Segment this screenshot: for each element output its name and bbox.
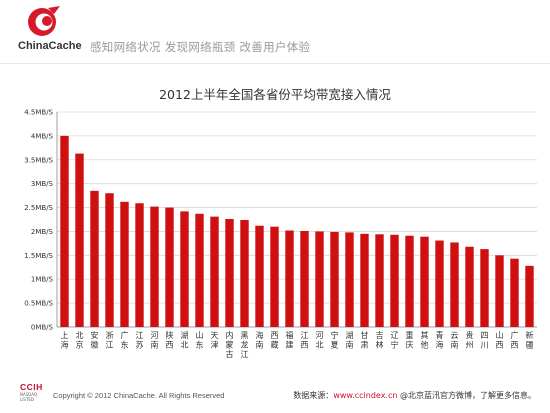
x-tick-label: 辽宁	[391, 331, 399, 350]
bar	[375, 234, 384, 327]
chart-title: 2012上半年全国各省份平均带宽接入情况	[159, 87, 391, 102]
bar	[465, 246, 474, 327]
x-tick-label: 湖南	[346, 331, 354, 350]
bar	[480, 249, 489, 327]
y-tick-label: 0.5MB/S	[24, 300, 53, 308]
x-tick-label: 重庆	[406, 330, 414, 350]
x-tick-label: 青海	[436, 330, 444, 350]
y-tick-label: 0MB/S	[31, 324, 54, 332]
bar	[300, 230, 309, 327]
bar-chart: 0MB/S 0.5MB/S 1MB/S 1.5MB/S 2MB/S 2.5MB/S 3MB/…	[24, 109, 537, 359]
bar	[270, 226, 279, 327]
bar	[435, 240, 444, 327]
listed-label: LISTED	[20, 397, 34, 402]
bar	[90, 190, 99, 327]
chinacache-logo-icon	[28, 6, 60, 36]
y-tick-label: 4.5MB/S	[24, 109, 53, 117]
y-tick-label: 2.5MB/S	[24, 204, 53, 212]
brand-name: ChinaCache	[18, 40, 82, 52]
data-source: 数据来源：www.ccindex.cn @北京蓝汛官方微博，了解更多信息。	[293, 390, 536, 401]
bar	[165, 207, 174, 327]
bar	[360, 233, 369, 327]
bar	[105, 193, 114, 327]
x-tick-label: 山东	[196, 330, 204, 350]
bar	[135, 203, 144, 327]
x-tick-label: 西藏	[271, 331, 279, 350]
bar	[240, 219, 249, 327]
source-suffix: @北京蓝汛官方微博，了解更多信息。	[397, 391, 536, 400]
x-tick-label: 福建	[286, 331, 294, 350]
bar	[390, 234, 399, 327]
bar	[255, 225, 264, 327]
x-tick-label: 湖北	[181, 331, 189, 350]
x-tick-label: 河北	[316, 330, 324, 350]
x-tick-label: 陕西	[166, 330, 174, 350]
ccih-logo: CCIH NASDAQ LISTED	[20, 383, 50, 409]
y-tick-label: 2MB/S	[31, 228, 54, 236]
bar	[510, 258, 519, 327]
header-divider	[0, 63, 550, 64]
source-prefix: 数据来源：	[293, 391, 334, 400]
source-url-link[interactable]: www.ccindex.cn	[333, 391, 398, 400]
x-tick-label: 其他	[421, 331, 429, 350]
bar	[420, 236, 429, 327]
bar	[150, 206, 159, 327]
x-tick-label: 海南	[256, 330, 264, 350]
bar	[180, 211, 189, 327]
nasdaq-label: NASDAQ	[20, 392, 38, 397]
x-tick-label: 山西	[496, 330, 504, 350]
y-tick-label: 1.5MB/S	[24, 252, 53, 260]
bar	[315, 231, 324, 327]
x-tick-label: 新疆	[526, 330, 534, 350]
x-tick-label: 江苏	[136, 331, 144, 350]
header: ChinaCache 感知网络状况 发现网络瓶颈 改善用户体验	[0, 0, 550, 62]
bar	[405, 235, 414, 327]
bar	[330, 231, 339, 327]
x-tick-label: 四川	[481, 331, 489, 350]
x-tick-label: 北京	[76, 331, 84, 350]
x-tick-label: 上海	[61, 331, 69, 350]
x-tick-label: 江西	[301, 331, 309, 350]
x-tick-label: 广西	[511, 330, 519, 350]
x-tick-label: 宁夏	[331, 330, 339, 350]
y-tick-label: 1MB/S	[31, 276, 54, 284]
x-tick-label: 甘肃	[361, 330, 369, 350]
bar	[285, 230, 294, 327]
copyright-text: Copyright © 2012 ChinaCache. All Rights …	[53, 391, 225, 400]
bar	[120, 201, 129, 327]
bar	[525, 265, 534, 327]
x-tick-label: 贵州	[466, 330, 474, 350]
bar	[450, 242, 459, 327]
x-tick-label: 云南	[451, 331, 459, 350]
y-tick-label: 4MB/S	[31, 132, 54, 140]
bar	[225, 219, 234, 327]
x-tick-label: 天津	[211, 331, 219, 350]
bar	[195, 213, 204, 327]
x-tick-label: 河南	[151, 330, 159, 350]
x-tick-label: 浙江	[106, 330, 114, 350]
ccih-label: CCIH	[20, 382, 43, 392]
bar	[345, 232, 354, 327]
bar	[495, 255, 504, 327]
x-tick-label: 黑龙江	[241, 331, 249, 359]
x-tick-label: 安徽	[91, 330, 99, 350]
tagline: 感知网络状况 发现网络瓶颈 改善用户体验	[90, 40, 311, 54]
x-tick-label: 广东	[121, 330, 129, 350]
y-tick-label: 3MB/S	[31, 180, 54, 188]
bar	[210, 216, 219, 327]
bar	[75, 153, 84, 327]
x-tick-label: 吉林	[376, 331, 384, 350]
y-tick-label: 3.5MB/S	[24, 156, 53, 164]
x-tick-label: 内蒙古	[226, 330, 234, 359]
bar	[60, 135, 69, 327]
